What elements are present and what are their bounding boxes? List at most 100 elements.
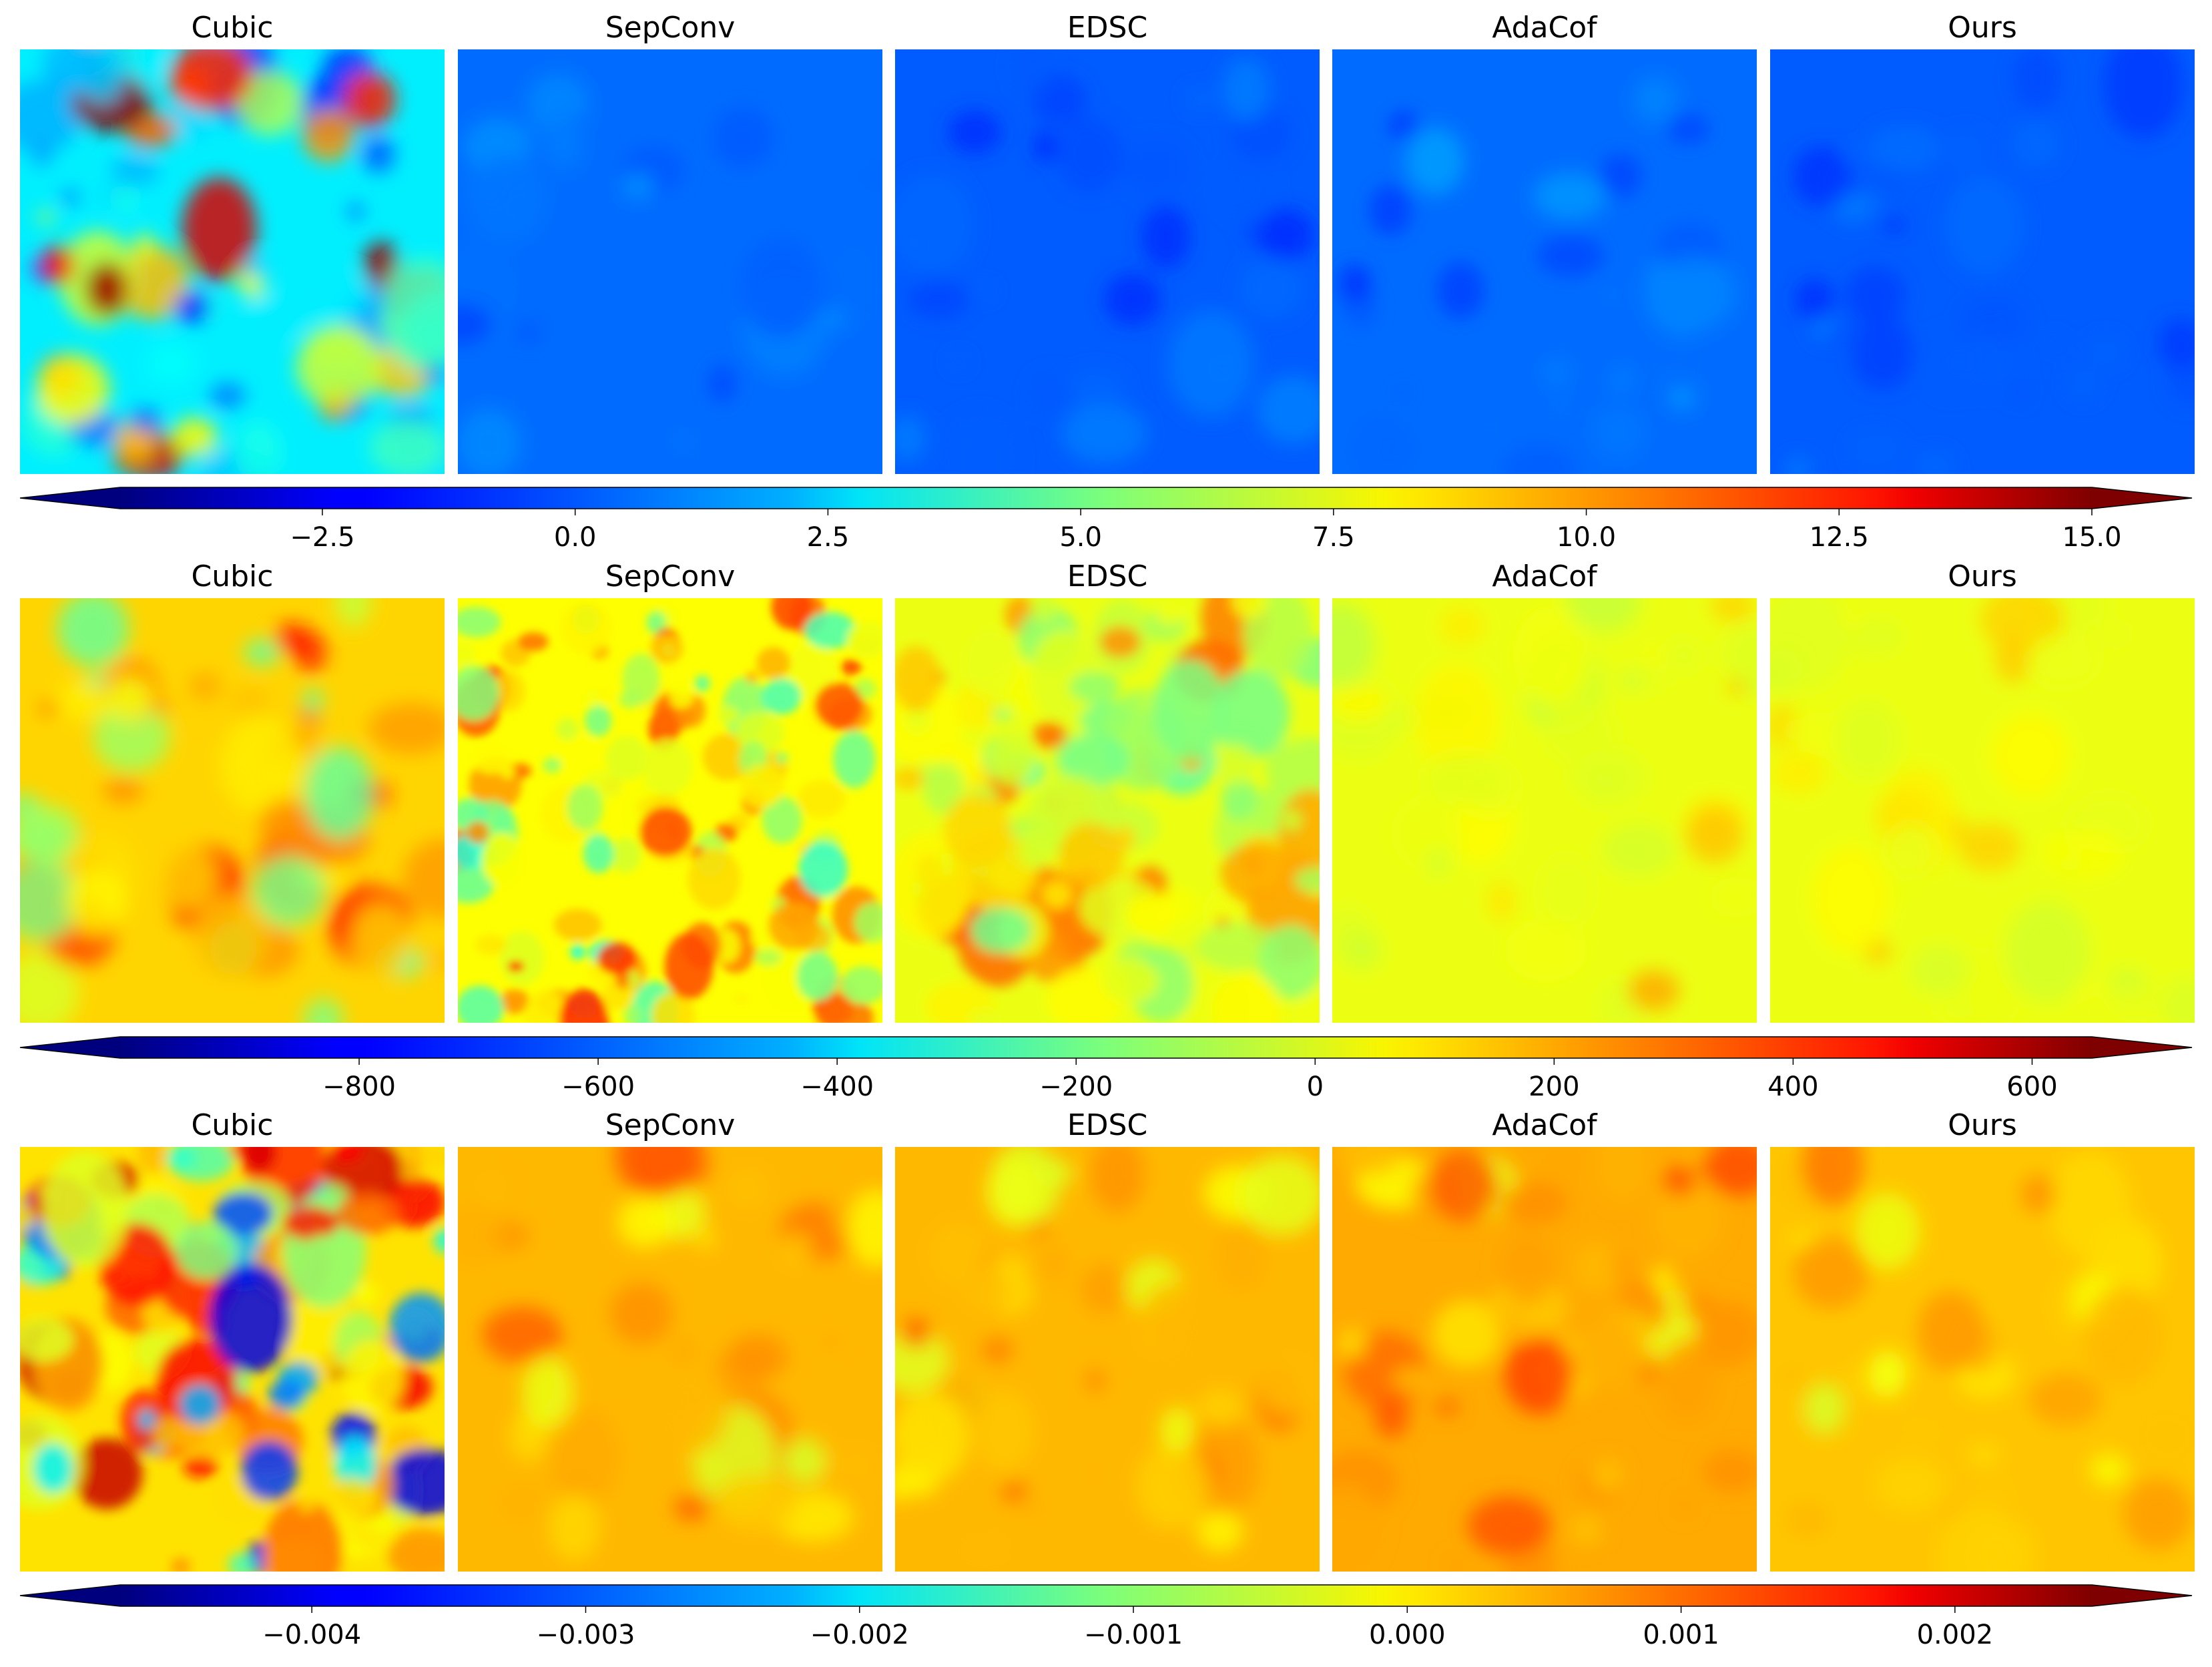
heatmap-cell: [183, 1455, 218, 1479]
heatmap-cell: [895, 174, 975, 276]
heatmap-cell: [1018, 832, 1047, 870]
heatmap-panel-edsc: EDSC: [895, 1108, 1320, 1572]
heatmap-panel-adacof: AdaCof: [1332, 1108, 1757, 1572]
heatmap-cell: [547, 1407, 621, 1507]
heatmap-cell: [553, 909, 602, 941]
heatmap-cell: [1781, 720, 1811, 741]
heatmap-cell: [714, 929, 740, 963]
heatmap-cell: [1059, 822, 1123, 889]
heatmap-cell: [822, 1335, 840, 1349]
heatmap-cell: [1220, 156, 1273, 222]
heatmap-field: [1332, 598, 1757, 1023]
heatmap-cell: [754, 949, 782, 966]
heatmap-cell: [796, 952, 838, 1001]
heatmap-cell: [1617, 1278, 1661, 1313]
heatmap-cell: [311, 1234, 330, 1246]
heatmap-cell: [1215, 743, 1256, 785]
heatmap-cell: [2063, 855, 2077, 873]
heatmap-cell: [597, 942, 637, 975]
colorbar-extend-min: [20, 487, 120, 509]
heatmap-cell: [986, 1158, 1043, 1227]
heatmap-cell: [1168, 310, 1255, 418]
heatmap-cell: [1811, 845, 1891, 953]
row-1: Cubic SepConv EDSC AdaCof Ours −2.5 0.0 2.5 5.0 7…: [19, 11, 2195, 553]
heatmap-cell: [1539, 855, 1594, 928]
heatmap-cell: [1135, 1443, 1209, 1529]
heatmap-panel-edsc: EDSC: [895, 559, 1320, 1023]
heatmap-cell: [1802, 1147, 1864, 1206]
heatmap-cell: [1591, 1459, 1622, 1492]
heatmap-cell: [1654, 256, 1737, 330]
heatmap-cell: [712, 105, 776, 170]
heatmap-cell: [814, 992, 854, 1023]
heatmap-cell: [1215, 1220, 1267, 1292]
heatmap-cell: [35, 354, 110, 425]
colorbar-tick-label: 12.5: [1810, 522, 1869, 553]
heatmap-cell: [775, 752, 789, 764]
heatmap-cell: [155, 844, 217, 910]
heatmap-cell: [761, 678, 802, 715]
heatmap-cell: [324, 1477, 378, 1518]
panel-title: SepConv: [605, 11, 736, 45]
heatmap-cell: [336, 1192, 400, 1235]
heatmap-field: [458, 49, 882, 474]
colorbar-body: [120, 487, 2092, 509]
heatmap-cell: [1447, 1558, 1466, 1572]
heatmap-cell: [1468, 1495, 1551, 1556]
heatmap-cell: [543, 757, 561, 773]
heatmap-cell: [1197, 922, 1278, 971]
heatmap-cell: [762, 796, 802, 844]
heatmap-cell: [240, 1441, 298, 1501]
heatmap-cell: [57, 598, 129, 666]
heatmap-cell: [477, 1169, 506, 1207]
heatmap-cell: [740, 236, 823, 338]
heatmap-cell: [2075, 979, 2095, 1002]
heatmap-cell: [1186, 89, 1215, 109]
heatmap-cell: [1394, 387, 1410, 399]
heatmap-cell: [543, 115, 583, 169]
heatmap-cell: [768, 902, 820, 950]
heatmap-cell: [895, 415, 926, 463]
heatmap-cell: [900, 1318, 931, 1349]
heatmap-cell: [303, 998, 344, 1023]
heatmap-cell: [687, 848, 741, 911]
heatmap-panel-ours: Ours: [1770, 559, 2195, 1023]
panel-title: AdaCof: [1492, 1108, 1598, 1142]
heatmap-cell: [1332, 1483, 1380, 1571]
heatmap-cell: [458, 642, 475, 668]
heatmap-cell: [1374, 1395, 1409, 1439]
heatmap-cell: [1537, 235, 1605, 277]
heatmap-cell: [1015, 1497, 1051, 1520]
heatmap-cell: [1294, 867, 1320, 893]
heatmap-cell: [1804, 1382, 1846, 1435]
heatmap-cell: [1663, 1166, 1696, 1196]
heatmap-cell: [694, 675, 710, 692]
panel-title: EDSC: [1067, 11, 1147, 45]
heatmap-cell: [174, 291, 210, 324]
heatmap-cell: [1627, 970, 1680, 1011]
heatmap-cell: [1212, 669, 1290, 758]
heatmap-cell: [1551, 398, 1569, 411]
heatmap-cell: [798, 780, 846, 818]
colorbar-tick-label: −400: [800, 1071, 874, 1102]
heatmap-cell: [1614, 1258, 1629, 1274]
heatmap-cell: [1221, 776, 1258, 821]
colorbar-tick-label: −2.5: [290, 522, 354, 553]
heatmap-cell: [426, 949, 445, 973]
heatmap-cell: [2091, 1454, 2127, 1485]
heatmap-cell: [1602, 824, 1676, 877]
heatmap-cell: [1067, 369, 1125, 409]
heatmap-cell: [895, 832, 973, 939]
heatmap-cell: [1033, 130, 1058, 162]
heatmap-cell: [1427, 849, 1450, 877]
heatmap-cell: [170, 49, 253, 111]
colorbar-tick-label: 0: [1307, 1071, 1324, 1102]
heatmap-cell: [2167, 359, 2195, 407]
heatmap-cell: [116, 245, 190, 320]
heatmap-cell: [1089, 1147, 1145, 1213]
heatmap-cell: [1968, 1445, 1999, 1464]
heatmap-cell: [42, 49, 104, 93]
heatmap-cell: [1960, 297, 2028, 344]
heatmap-cell: [1868, 126, 1940, 171]
heatmap-cell: [1770, 598, 1848, 689]
